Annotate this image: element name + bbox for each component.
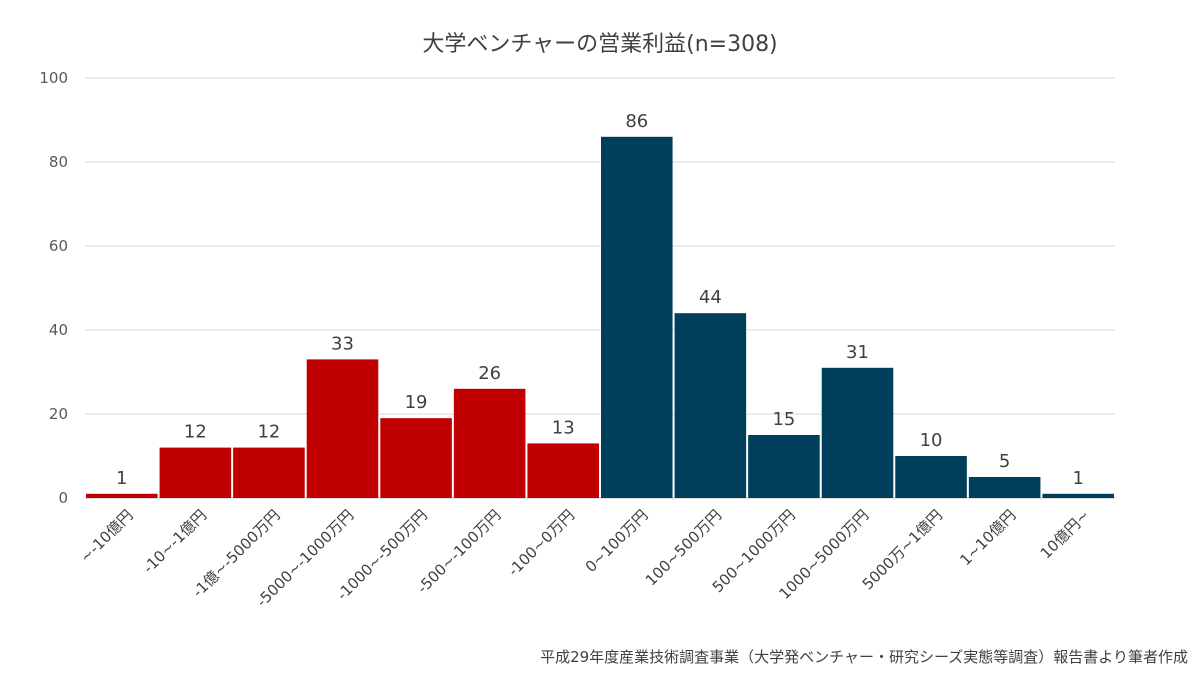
bar	[674, 313, 747, 498]
bar	[1042, 493, 1114, 498]
bar	[821, 367, 894, 498]
bar	[380, 418, 452, 498]
bar	[968, 477, 1041, 498]
x-tick-label: -10~-1億円	[139, 506, 210, 577]
x-axis-ticks: ~-10億円 -10~-1億円-1億~-5000万円-5000~-1000万円-1…	[76, 506, 1093, 610]
chart-title: 大学ベンチャーの営業利益(n=308)	[422, 32, 778, 57]
x-tick-label: ~-10億円	[76, 506, 136, 566]
data-label: 1	[116, 468, 127, 489]
gridlines	[85, 77, 1115, 499]
bar	[601, 136, 673, 499]
bar	[748, 435, 820, 498]
x-tick-label: 10億円~	[1037, 506, 1093, 562]
y-tick-label: 80	[49, 153, 68, 171]
bar	[527, 443, 599, 498]
data-label: 1	[1072, 468, 1083, 489]
data-label: 26	[478, 363, 501, 384]
bar	[159, 447, 232, 498]
data-label: 5	[999, 451, 1010, 472]
bars	[86, 136, 1114, 499]
x-tick-label: 1~10億円	[956, 506, 1019, 569]
bar	[86, 493, 158, 498]
data-labels: 1 12 12 33 19 26 13 86 44 15 31 10 5 1	[116, 111, 1084, 489]
data-label: 33	[331, 333, 354, 354]
data-label: 44	[699, 287, 722, 308]
y-tick-label: 20	[49, 405, 68, 423]
data-label: 13	[552, 417, 575, 438]
data-label: 31	[846, 342, 869, 363]
data-label: 19	[405, 392, 428, 413]
y-tick-label: 60	[49, 237, 68, 255]
y-tick-label: 0	[58, 489, 68, 507]
data-label: 86	[625, 111, 648, 132]
source-note: 平成29年度産業技術調査事業（大学発ベンチャー・研究シーズ実態等調査）報告書より…	[540, 648, 1188, 666]
x-tick-label: -100~0万円	[504, 506, 578, 580]
x-tick-label: 0~100万円	[582, 506, 652, 576]
bar	[233, 447, 305, 498]
y-axis-ticks: 0 20 40 60 80 100	[39, 69, 68, 507]
bar	[306, 359, 379, 498]
x-tick-label: 100~500万円	[642, 506, 725, 589]
y-tick-label: 100	[39, 69, 68, 87]
data-label: 10	[920, 430, 943, 451]
data-label: 12	[257, 422, 280, 443]
bar	[895, 456, 967, 498]
data-label: 15	[772, 409, 795, 430]
data-label: 12	[184, 422, 207, 443]
bar	[453, 388, 526, 498]
y-tick-label: 40	[49, 321, 68, 339]
